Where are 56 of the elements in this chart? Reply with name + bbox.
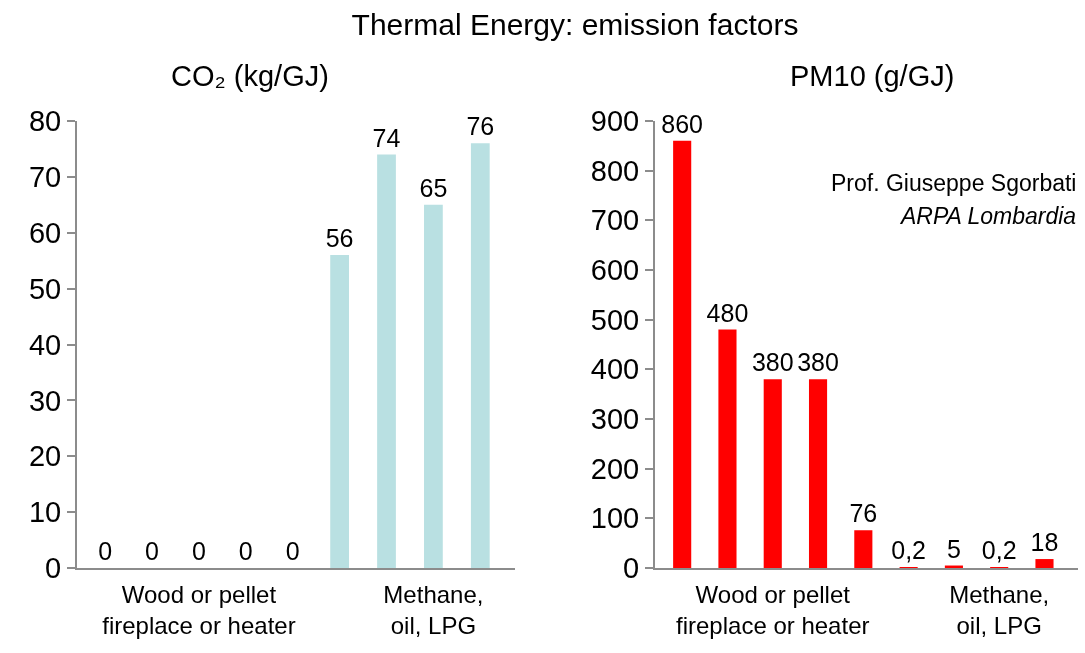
y-tick-label: 40 <box>28 328 62 361</box>
data-label: 380 <box>751 348 794 377</box>
bar <box>377 154 396 568</box>
y-tick-label: 0 <box>623 552 640 585</box>
bar <box>673 140 692 568</box>
y-tick-label: 20 <box>28 440 62 473</box>
x-tick-label: Methane, oil, LPG <box>949 580 1050 639</box>
annotation: Prof. Giuseppe Sgorbati <box>831 170 1077 196</box>
y-tick-label: 600 <box>590 254 640 287</box>
y-tick-label: 30 <box>28 384 62 417</box>
y-tick-label: 900 <box>590 105 640 138</box>
data-label: 480 <box>706 298 749 327</box>
bar <box>808 379 828 568</box>
y-tick-label: 50 <box>28 272 62 305</box>
y-tick-label: 400 <box>590 353 640 386</box>
chart-subtitle: CO₂ (kg/GJ) <box>171 60 329 92</box>
y-tick-label: 500 <box>590 303 640 336</box>
data-label: 0 <box>98 537 113 565</box>
bar <box>470 143 490 568</box>
x-tick-label: Wood or pellet fireplace or heater <box>102 580 296 639</box>
y-tick-label: 200 <box>590 452 640 485</box>
chart-subtitle: PM10 (g/GJ) <box>790 60 955 92</box>
data-label: 0 <box>145 537 159 565</box>
data-label: 76 <box>849 499 878 528</box>
y-tick-label: 60 <box>28 216 62 249</box>
data-label: 76 <box>466 112 495 141</box>
bar <box>854 530 873 568</box>
y-tick-label: 0 <box>45 552 62 585</box>
y-tick-label: 800 <box>590 154 640 187</box>
data-label: 5 <box>946 534 961 563</box>
data-label: 18 <box>1030 528 1059 557</box>
y-tick-label: 80 <box>28 105 62 138</box>
data-label: 0,2 <box>981 536 1017 564</box>
y-tick-label: 10 <box>28 496 62 529</box>
x-tick-label: Wood or pellet fireplace or heater <box>676 580 870 639</box>
data-label: 56 <box>325 224 354 253</box>
bar <box>718 329 737 568</box>
data-label: 860 <box>661 109 704 138</box>
data-label: 74 <box>372 123 401 152</box>
y-tick-label: 300 <box>590 403 640 436</box>
bar <box>424 204 443 568</box>
bar <box>763 379 782 568</box>
data-label: 380 <box>797 348 839 377</box>
y-tick-label: 700 <box>590 204 640 237</box>
bar <box>1035 559 1054 568</box>
bar <box>330 255 349 568</box>
y-tick-label: 70 <box>28 161 62 194</box>
y-tick-label: 100 <box>590 502 640 535</box>
data-label: 65 <box>419 173 448 202</box>
data-label: 0 <box>238 537 253 565</box>
x-tick-label: Methane, oil, LPG <box>383 580 484 639</box>
text: Thermal Energy: emission factors <box>351 7 799 41</box>
data-label: 0 <box>285 537 300 565</box>
data-label: 0,2 <box>891 536 926 564</box>
data-label: 0 <box>191 537 206 565</box>
annotation: ARPA Lombardia <box>899 203 1077 229</box>
